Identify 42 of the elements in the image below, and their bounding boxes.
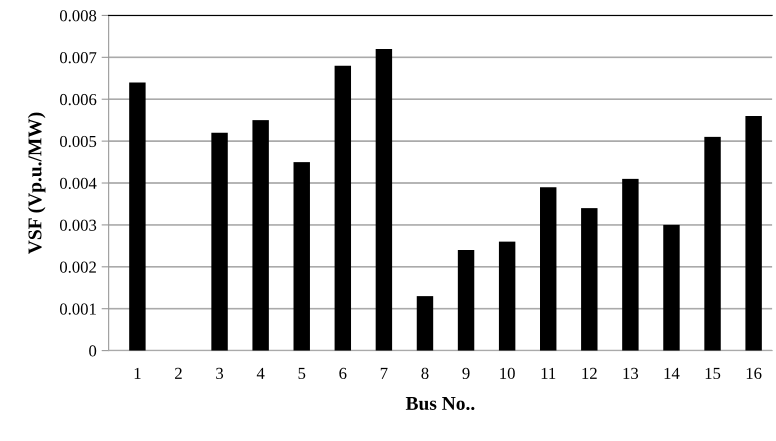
bar (334, 66, 352, 351)
x-tick-label: 2 (175, 368, 182, 379)
x-tick-label: 9 (462, 368, 470, 379)
x-axis-title: Bus No.. (406, 397, 474, 410)
bar (376, 48, 392, 351)
x-tick-label: 15 (706, 368, 720, 379)
x-tick-label: 16 (746, 368, 762, 379)
y-tick-label: 0 (89, 345, 96, 357)
y-tick-label: 0.001 (60, 303, 96, 315)
x-tick-label: 7 (380, 368, 388, 379)
bar (211, 132, 228, 351)
bar (581, 208, 598, 351)
bar (252, 120, 269, 351)
bar (129, 82, 146, 351)
x-tick-label: 14 (664, 368, 680, 379)
x-tick-label: 3 (216, 368, 224, 379)
y-axis-title: VSF (Vp.u./MW) (28, 112, 46, 254)
bar (416, 296, 434, 351)
y-tick-label: 0.003 (60, 220, 96, 231)
y-tick-label: 0.006 (60, 94, 96, 106)
bar (745, 116, 762, 351)
y-tick-label: 0.007 (60, 52, 96, 64)
y-tick-label: 0.004 (60, 178, 97, 190)
y-tick-label: 0.008 (60, 10, 96, 22)
y-tick-label: 0.002 (60, 262, 96, 273)
x-tick-label: 6 (339, 368, 346, 379)
x-tick-label: 8 (421, 368, 429, 379)
bar (540, 187, 556, 351)
x-tick-label: 12 (582, 368, 597, 379)
x-tick-label: 5 (298, 368, 306, 379)
y-tick-label: 0.005 (60, 136, 96, 148)
bar (622, 178, 639, 351)
bar (498, 242, 516, 351)
bar (704, 136, 721, 351)
bar (663, 224, 680, 351)
x-tick-label: 4 (256, 368, 265, 379)
x-tick-label: 11 (542, 368, 556, 379)
x-tick-label: 10 (500, 368, 515, 379)
bar (294, 162, 310, 351)
x-tick-label: 1 (134, 368, 141, 379)
x-tick-label: 13 (624, 368, 638, 379)
bar (458, 250, 474, 351)
